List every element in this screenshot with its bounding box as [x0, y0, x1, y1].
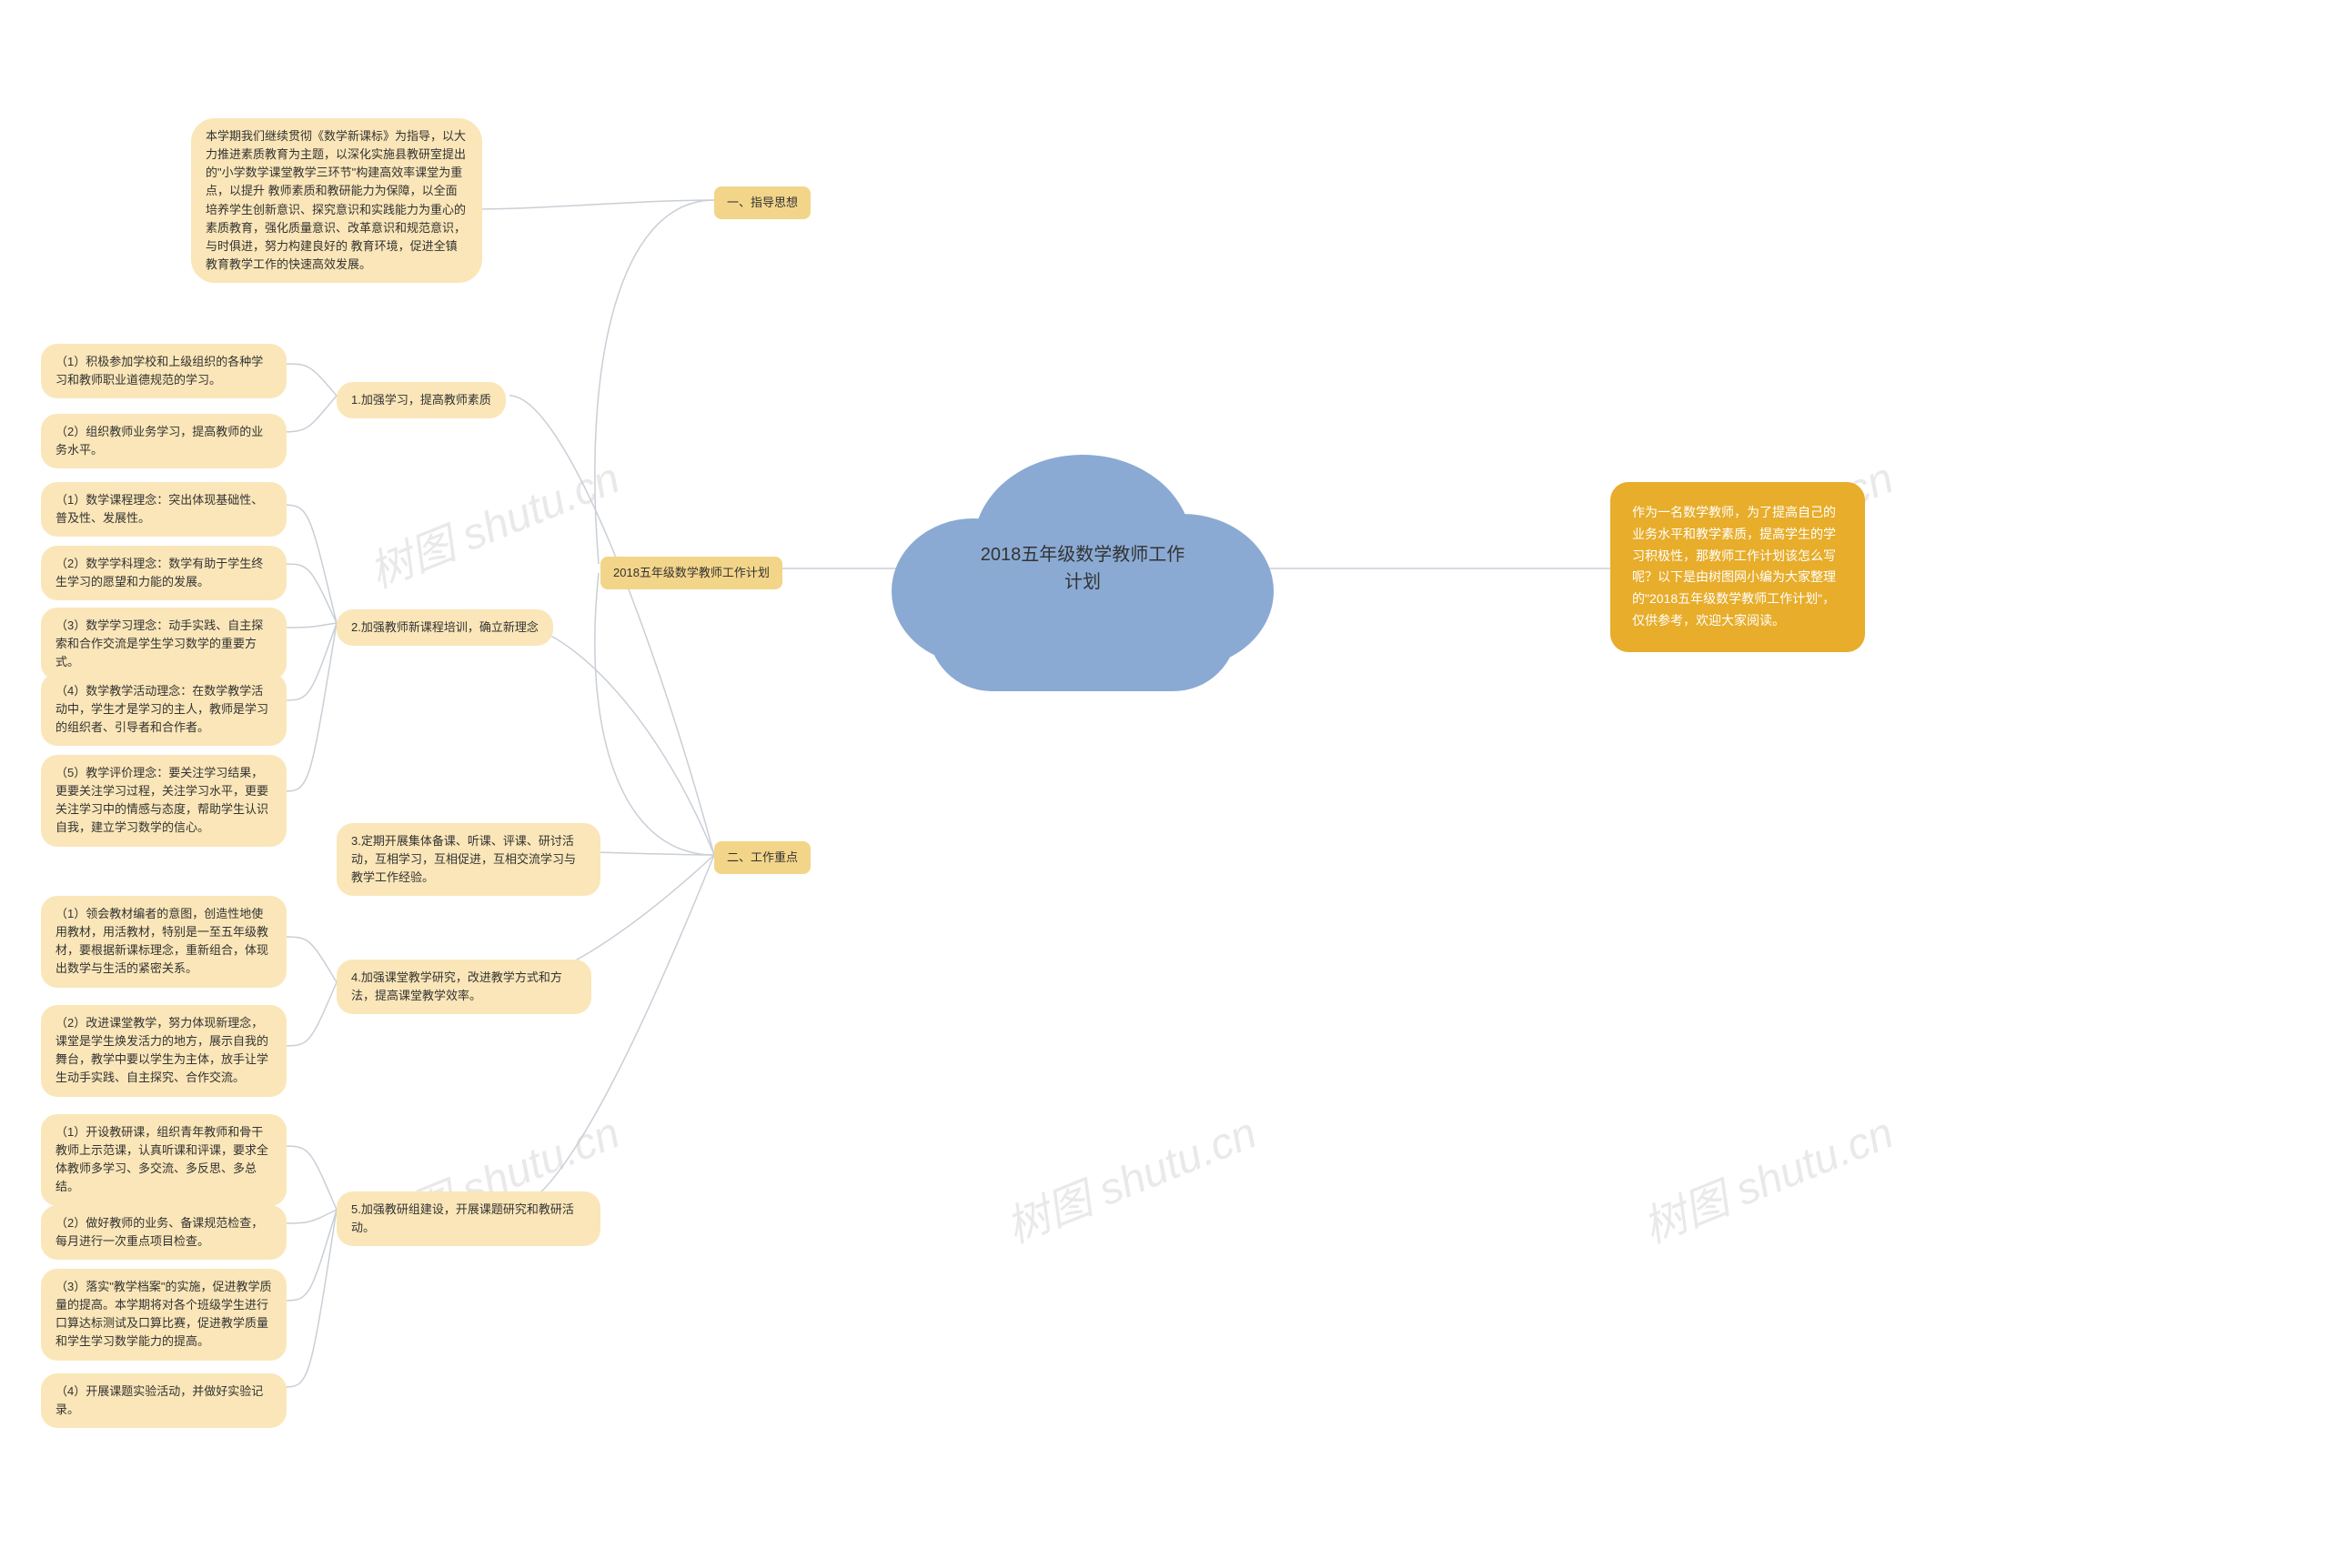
- level1-title[interactable]: 2018五年级数学教师工作计划: [600, 557, 782, 589]
- i4-child-1[interactable]: （1）领会教材编者的意图，创造性地使用教材，用活教材，特别是一至五年级教材，要根…: [41, 896, 287, 988]
- i2-child-3[interactable]: （3）数学学习理念：动手实践、自主探索和合作交流是学生学习数学的重要方式。: [41, 608, 287, 680]
- i5-child-4[interactable]: （4）开展课题实验活动，并做好实验记录。: [41, 1373, 287, 1428]
- i5-child-3[interactable]: （3）落实"教学档案"的实施，促进教学质量的提高。本学期将对各个班级学生进行口算…: [41, 1269, 287, 1361]
- i5-child-2[interactable]: （2）做好教师的业务、备课规范检查，每月进行一次重点项目检查。: [41, 1205, 287, 1260]
- watermark: 树图 shutu.cn: [1632, 1097, 1901, 1255]
- s2-item-1[interactable]: 1.加强学习，提高教师素质: [337, 382, 506, 418]
- i5-child-1[interactable]: （1）开设教研课，组织青年教师和骨干教师上示范课，认真听课和评课，要求全体教师多…: [41, 1114, 287, 1206]
- s2-item-5[interactable]: 5.加强教研组建设，开展课题研究和教研活动。: [337, 1191, 600, 1246]
- watermark: 树图 shutu.cn: [995, 1097, 1265, 1255]
- i2-child-2[interactable]: （2）数学学科理念：数学有助于学生终生学习的愿望和力能的发展。: [41, 546, 287, 600]
- s2-item-2[interactable]: 2.加强教师新课程培训，确立新理念: [337, 609, 553, 646]
- s2-item-4[interactable]: 4.加强课堂教学研究，改进教学方式和方法，提高课堂教学效率。: [337, 960, 591, 1014]
- i1-child-2[interactable]: （2）组织教师业务学习，提高教师的业务水平。: [41, 414, 287, 468]
- description-node[interactable]: 作为一名数学教师，为了提高自己的业务水平和教学素质，提高学生的学习积极性，那教师…: [1610, 482, 1865, 652]
- i4-child-2[interactable]: （2）改进课堂教学，努力体现新理念，课堂是学生焕发活力的地方，展示自我的舞台，教…: [41, 1005, 287, 1097]
- s2-item-3[interactable]: 3.定期开展集体备课、听课、评课、研讨活动，互相学习，互相促进，互相交流学习与教…: [337, 823, 600, 896]
- i2-child-4[interactable]: （4）数学教学活动理念：在数学教学活动中，学生才是学习的主人，教师是学习的组织者…: [41, 673, 287, 746]
- i2-child-5[interactable]: （5）教学评价理念：要关注学习结果，更要关注学习过程，关注学习水平，更要关注学习…: [41, 755, 287, 847]
- watermark: 树图 shutu.cn: [358, 442, 628, 600]
- section-2[interactable]: 二、工作重点: [714, 841, 811, 874]
- i2-child-1[interactable]: （1）数学课程理念：突出体现基础性、普及性、发展性。: [41, 482, 287, 537]
- section-1[interactable]: 一、指导思想: [714, 186, 811, 219]
- s1-content[interactable]: 本学期我们继续贯彻《数学新课标》为指导，以大力推进素质教育为主题，以深化实施县教…: [191, 118, 482, 283]
- i1-child-1[interactable]: （1）积极参加学校和上级组织的各种学习和教师职业道德规范的学习。: [41, 344, 287, 398]
- root-node[interactable]: 2018五年级数学教师工作 计划: [892, 437, 1274, 691]
- root-title: 2018五年级数学教师工作 计划: [892, 541, 1274, 596]
